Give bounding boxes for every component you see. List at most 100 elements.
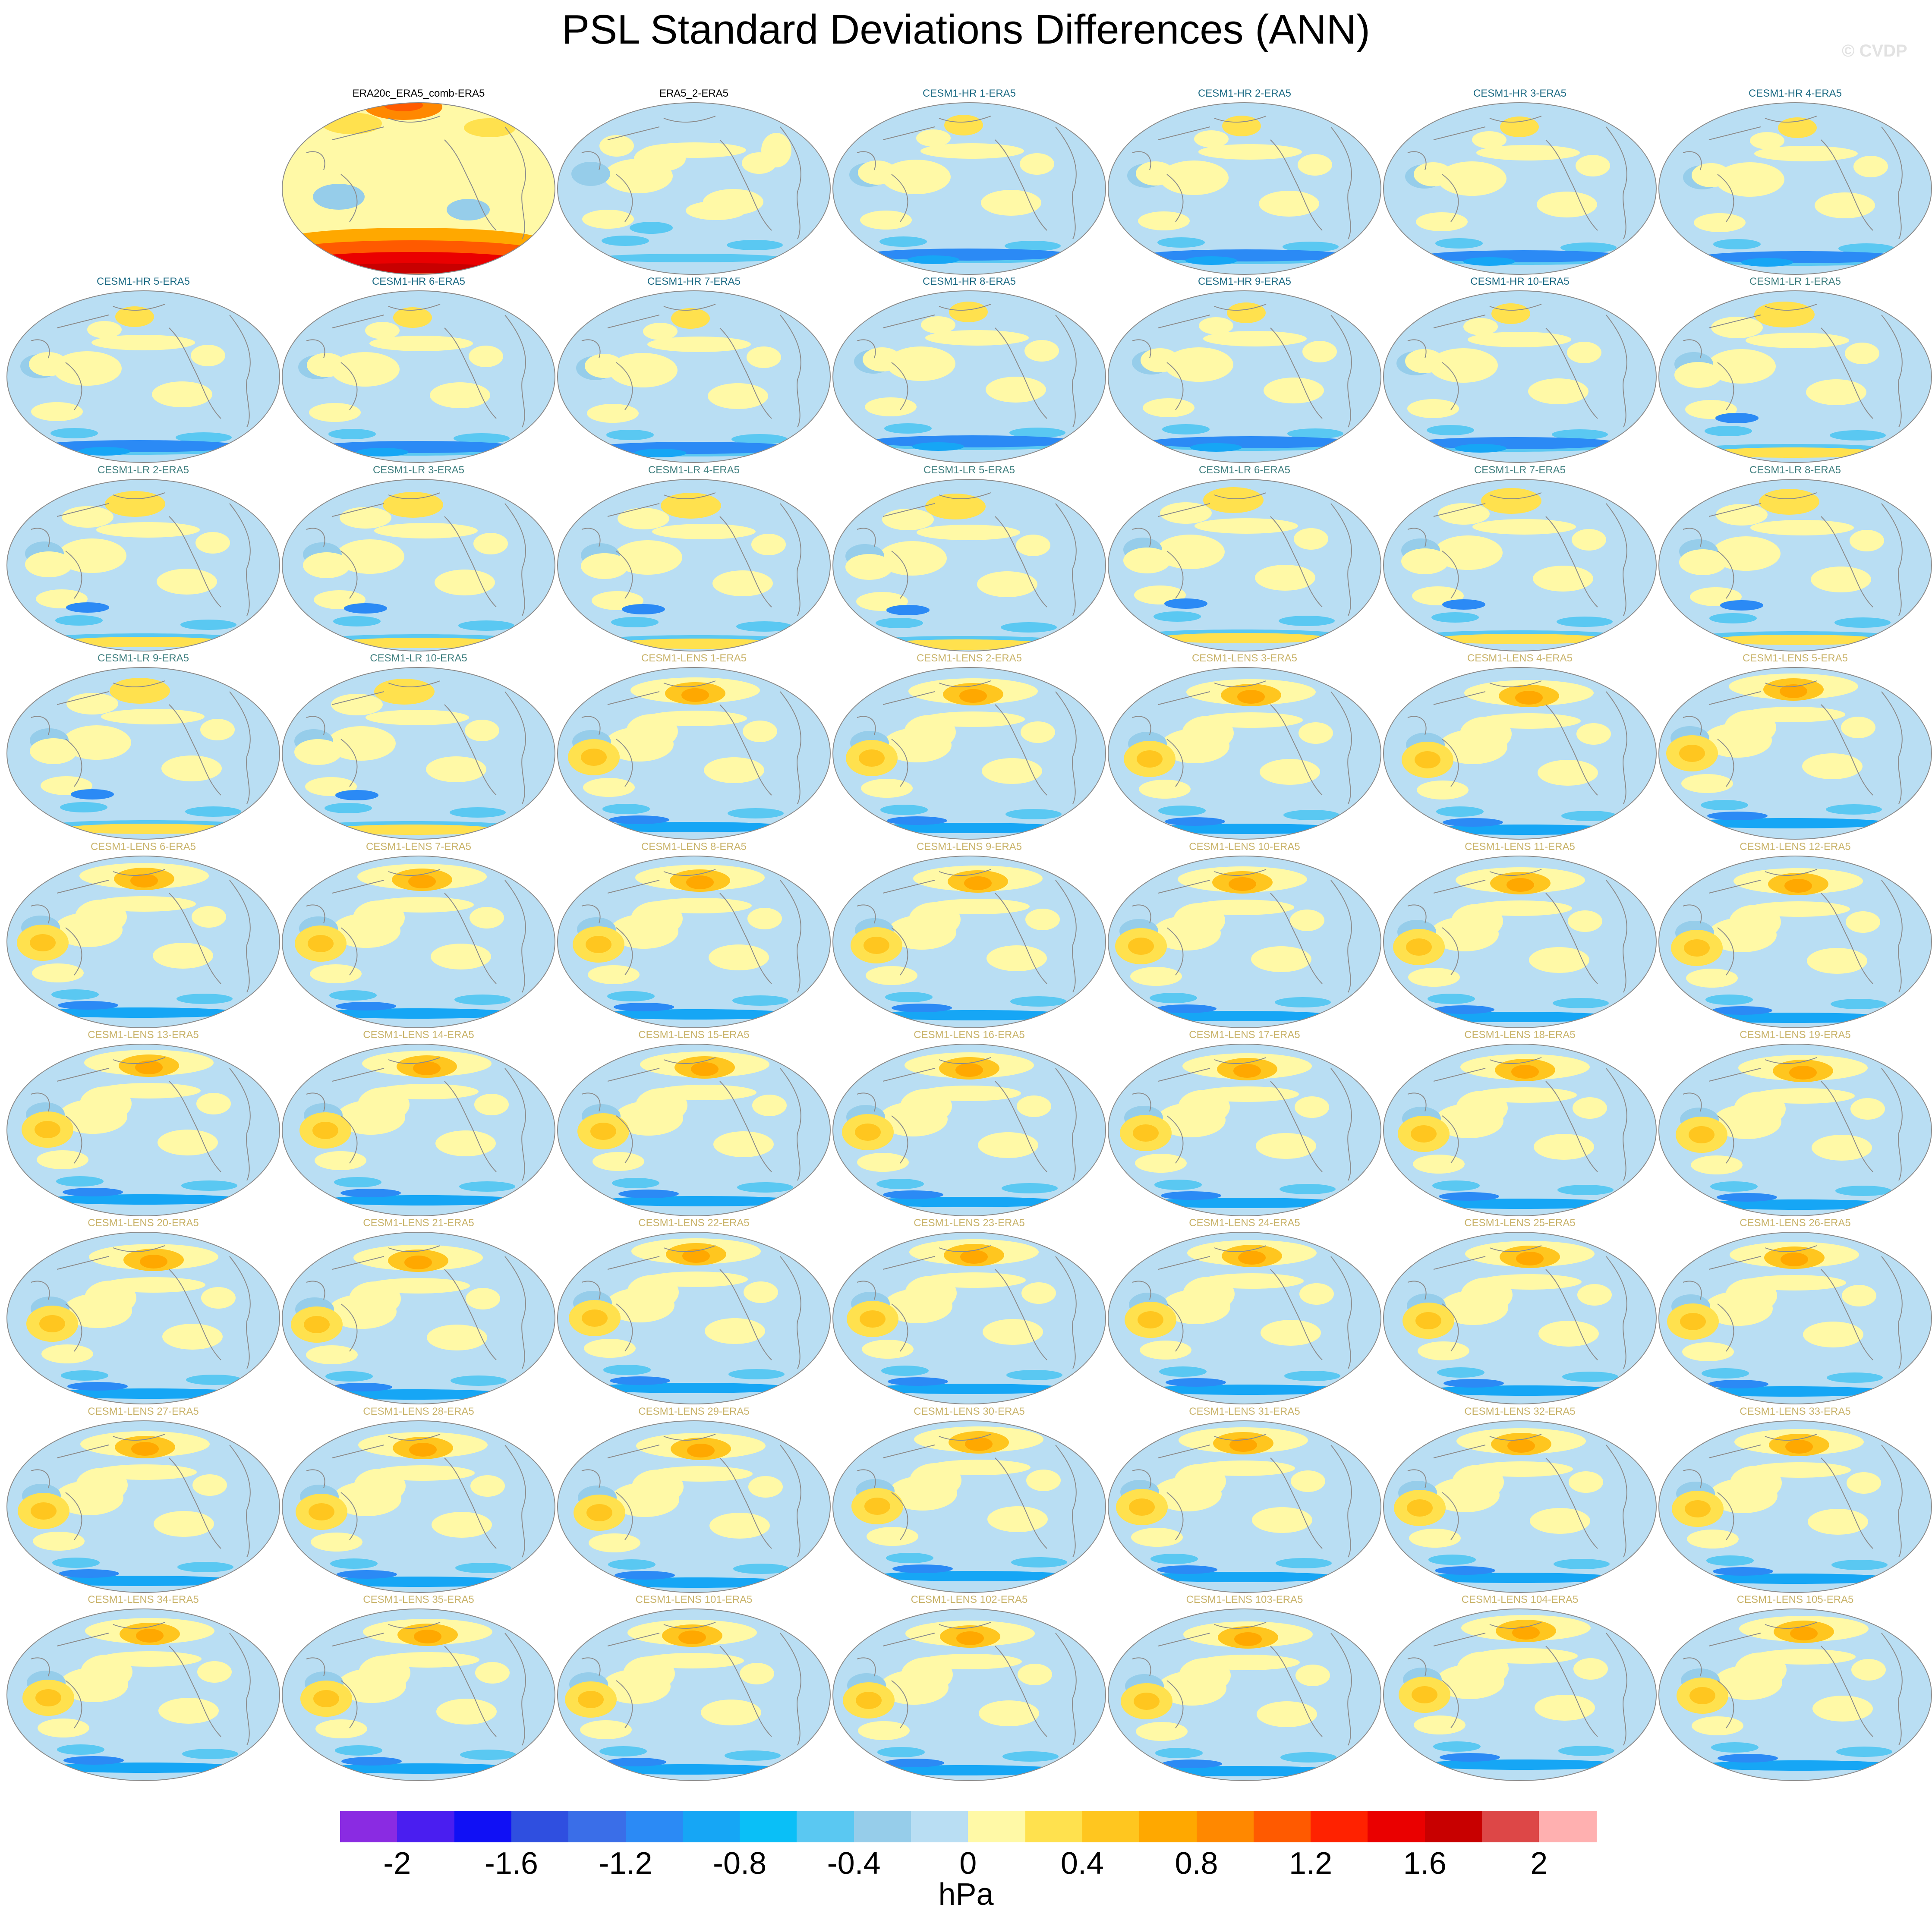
coastline	[1132, 151, 1151, 170]
contour-region	[1006, 1370, 1062, 1380]
colorbar-tick-label: 1.6	[1403, 1846, 1447, 1881]
coastline	[1545, 1457, 1598, 1549]
contour-region	[1711, 635, 1884, 645]
contour-region	[1020, 153, 1054, 175]
coastline	[1055, 126, 1077, 239]
contour-region	[1472, 519, 1576, 535]
contour-region	[186, 1375, 242, 1385]
contour-region	[331, 352, 400, 387]
coastline	[995, 516, 1047, 607]
contour-region	[1537, 192, 1597, 217]
contour-region	[977, 571, 1037, 597]
contour-region	[1435, 238, 1483, 249]
contour-region	[197, 1661, 232, 1683]
coastline	[1407, 1281, 1427, 1300]
global-map	[1658, 479, 1932, 652]
coastline	[1132, 904, 1151, 924]
coastline	[1545, 516, 1598, 607]
contour-region	[1158, 806, 1206, 816]
contour-region	[330, 1558, 378, 1569]
contour-region	[588, 1383, 795, 1393]
coastline	[857, 1092, 876, 1112]
coastline	[995, 704, 1047, 796]
coastline	[1708, 1068, 1761, 1082]
contour-region	[1435, 1566, 1495, 1575]
coastline	[1606, 1068, 1627, 1181]
panel-title: CESM1-HR 8-ERA5	[922, 276, 1016, 287]
coastline	[607, 315, 660, 328]
map-border	[6, 1044, 280, 1216]
contour-region	[1287, 428, 1343, 439]
contour-region	[1411, 1125, 1437, 1143]
global-map	[1658, 102, 1932, 275]
panel-title: CESM1-LENS 6-ERA5	[90, 841, 196, 853]
contour-region	[888, 1377, 948, 1386]
contour-region	[341, 1757, 402, 1766]
global-map	[1383, 479, 1657, 652]
contour-region	[857, 1153, 909, 1172]
map-panel: CESM1-LR 3-ERA5	[281, 464, 557, 653]
contour-region	[1534, 1134, 1594, 1160]
contour-region	[1412, 1012, 1620, 1022]
global-map	[1108, 856, 1381, 1028]
contour-region	[154, 1511, 214, 1537]
contour-region	[1257, 1701, 1317, 1727]
contour-region	[1299, 722, 1333, 744]
panel-title: CESM1-LR 6-ERA5	[1198, 464, 1291, 476]
coastline	[332, 1068, 385, 1082]
contour-region	[1025, 909, 1060, 930]
contour-region	[1010, 996, 1066, 1007]
map-border	[1383, 102, 1657, 275]
contour-region	[1468, 332, 1571, 347]
coastline	[995, 139, 1047, 231]
contour-region	[1554, 1559, 1610, 1569]
panel-title: CESM1-LENS 15-ERA5	[638, 1029, 750, 1041]
coastline	[340, 927, 358, 976]
global-map	[6, 479, 280, 652]
map-panel: CESM1-HR 5-ERA5	[5, 275, 281, 464]
contour-region	[1735, 1652, 1787, 1687]
contour-region	[867, 1527, 918, 1546]
coastline	[332, 691, 385, 705]
contour-region	[319, 1195, 526, 1206]
contour-region	[1846, 911, 1880, 933]
contour-region	[62, 506, 113, 528]
coastline	[780, 1445, 801, 1558]
contour-region	[1203, 487, 1264, 513]
map-border	[1108, 1232, 1381, 1404]
coastline	[1683, 339, 1702, 359]
coastline	[388, 1245, 441, 1253]
contour-region	[1516, 1252, 1544, 1265]
colorbar-box	[740, 1811, 797, 1842]
coastline	[607, 1633, 660, 1646]
contour-region	[1412, 1686, 1437, 1703]
map-panel: CESM1-LENS 5-ERA5	[1657, 652, 1932, 841]
coastline	[891, 1492, 908, 1540]
map-panel-grid: ERA20c_ERA5_comb-ERA5 ERA5_2-ERA5 CESM1-HR…	[5, 88, 1932, 1782]
map-panel: CESM1-LENS 35-ERA5	[281, 1593, 557, 1782]
coastline	[1881, 1068, 1903, 1181]
contour-region	[1009, 428, 1065, 438]
panel-title: CESM1-LENS 5-ERA5	[1742, 652, 1848, 664]
contour-region	[860, 211, 912, 230]
contour-region	[344, 603, 387, 614]
contour-region	[1199, 317, 1233, 334]
contour-region	[57, 538, 126, 573]
contour-region	[101, 709, 205, 724]
contour-region	[1712, 1006, 1772, 1015]
contour-region	[590, 1123, 616, 1140]
coastline	[995, 1081, 1047, 1172]
contour-region	[1291, 1470, 1325, 1492]
contour-region	[315, 1577, 522, 1587]
coastline	[332, 315, 385, 328]
contour-region	[1144, 1385, 1351, 1395]
coastline	[1442, 174, 1459, 222]
contour-region	[878, 639, 1050, 650]
coastline	[607, 503, 660, 517]
panel-title: CESM1-LENS 28-ERA5	[363, 1406, 474, 1417]
contour-region	[313, 441, 520, 453]
coastline	[31, 339, 50, 359]
contour-region	[1687, 1530, 1739, 1549]
coastline	[1683, 1657, 1702, 1677]
global-map	[832, 856, 1106, 1028]
